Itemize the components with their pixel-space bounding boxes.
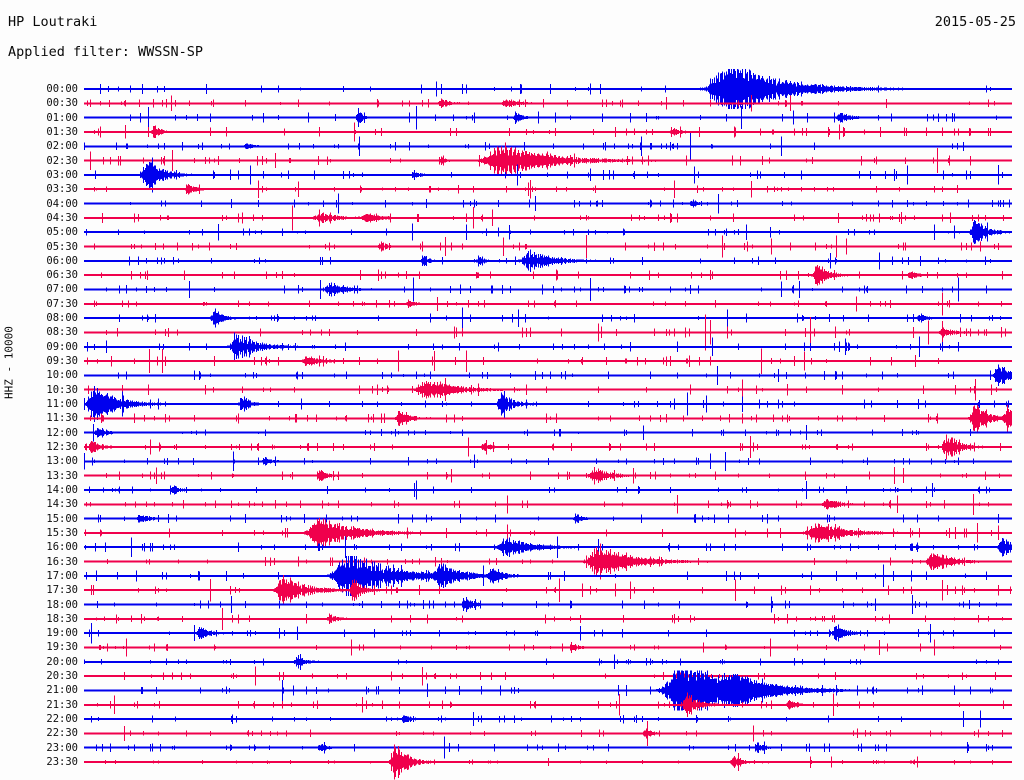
time-axis-label: 06:30: [46, 268, 78, 281]
time-axis-label: 06:00: [46, 254, 78, 267]
time-axis-label: 20:30: [46, 669, 78, 682]
time-axis-label: 16:30: [46, 555, 78, 568]
time-axis-label: 03:30: [46, 182, 78, 195]
time-axis-label: 22:00: [46, 712, 78, 725]
time-axis-label: 00:30: [46, 97, 78, 110]
time-axis-label: 05:30: [46, 240, 78, 253]
time-axis-label: 18:00: [46, 598, 78, 611]
applied-filter-label: Applied filter: WWSSN-SP: [8, 44, 204, 60]
time-axis-label: 12:30: [46, 440, 78, 453]
time-axis-label: 21:30: [46, 698, 78, 711]
time-axis-label: 19:30: [46, 641, 78, 654]
time-axis-label: 10:00: [46, 369, 78, 382]
time-axis-label: 01:00: [46, 111, 78, 124]
time-axis: 00:00 00:30 01:00 01:30 02:00 02:30 03:00 03:30…: [0, 0, 78, 780]
time-axis-label: 11:30: [46, 412, 78, 425]
helicorder-plot: [84, 0, 1012, 780]
trace-canvas: [84, 69, 1012, 780]
page-title: HP Loutraki: [8, 14, 98, 30]
time-axis-label: 07:00: [46, 283, 78, 296]
time-axis-label: 17:00: [46, 569, 78, 582]
time-axis-label: 18:30: [46, 612, 78, 625]
time-axis-label: 07:30: [46, 297, 78, 310]
time-axis-label: 05:00: [46, 225, 78, 238]
time-axis-label: 22:30: [46, 727, 78, 740]
time-axis-label: 16:00: [46, 540, 78, 553]
time-axis-label: 04:30: [46, 211, 78, 224]
time-axis-label: 13:30: [46, 469, 78, 482]
time-axis-label: 02:00: [46, 140, 78, 153]
time-axis-label: 04:00: [46, 197, 78, 210]
time-axis-label: 14:00: [46, 483, 78, 496]
time-axis-label: 23:00: [46, 741, 78, 754]
time-axis-label: 08:30: [46, 326, 78, 339]
time-axis-label: 01:30: [46, 125, 78, 138]
time-axis-label: 09:00: [46, 340, 78, 353]
time-axis-label: 15:00: [46, 512, 78, 525]
time-axis-label: 10:30: [46, 383, 78, 396]
time-axis-label: 11:00: [46, 397, 78, 410]
date-label: 2015-05-25: [934, 14, 1016, 30]
time-axis-label: 02:30: [46, 154, 78, 167]
time-axis-label: 20:00: [46, 655, 78, 668]
time-axis-label: 00:00: [46, 82, 78, 95]
time-axis-label: 09:30: [46, 354, 78, 367]
time-axis-label: 08:00: [46, 311, 78, 324]
time-axis-label: 13:00: [46, 455, 78, 468]
time-axis-label: 23:30: [46, 755, 78, 768]
time-axis-label: 03:00: [46, 168, 78, 181]
time-axis-label: 17:30: [46, 583, 78, 596]
time-axis-label: 14:30: [46, 498, 78, 511]
time-axis-label: 19:00: [46, 626, 78, 639]
time-axis-label: 12:00: [46, 426, 78, 439]
time-axis-label: 21:00: [46, 684, 78, 697]
time-axis-label: 15:30: [46, 526, 78, 539]
